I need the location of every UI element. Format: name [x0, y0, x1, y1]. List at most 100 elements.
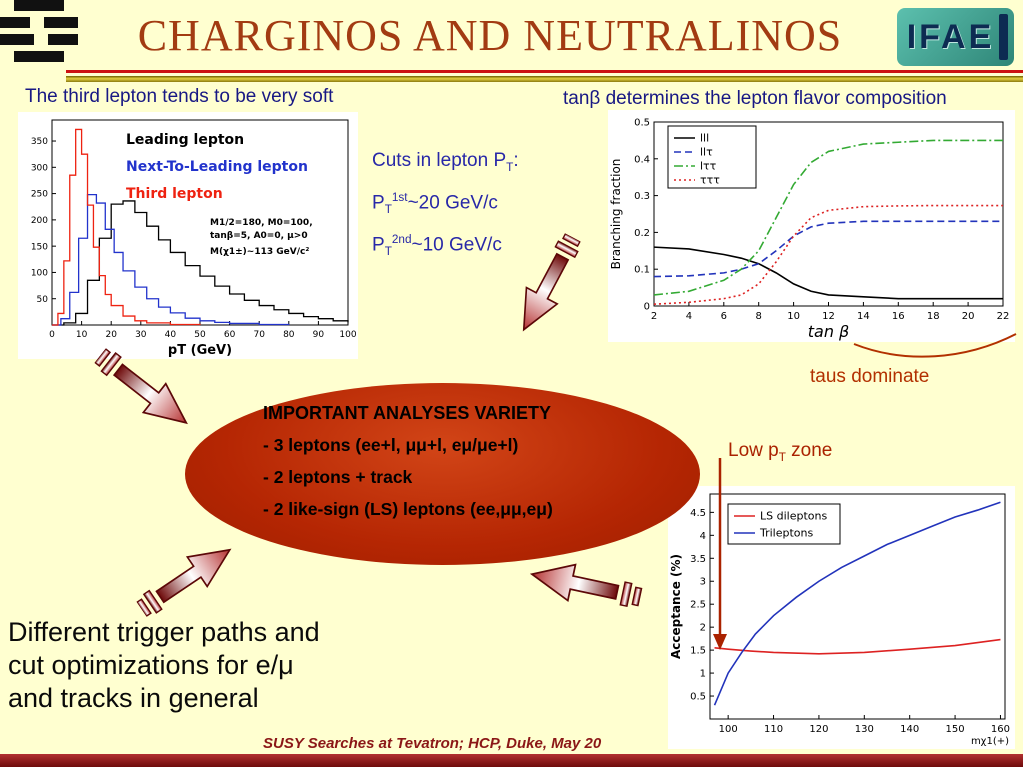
- analyses-ellipse: IMPORTANT ANALYSES VARIETY - 3 leptons (…: [185, 383, 700, 565]
- svg-text:130: 130: [855, 724, 874, 735]
- svg-text:2.5: 2.5: [690, 600, 706, 611]
- svg-text:Branching fraction: Branching fraction: [609, 159, 623, 270]
- svg-text:50: 50: [37, 295, 49, 305]
- svg-text:90: 90: [313, 330, 325, 340]
- svg-text:4.5: 4.5: [690, 508, 706, 519]
- svg-text:Acceptance (%): Acceptance (%): [669, 554, 683, 659]
- svg-text:2: 2: [651, 311, 657, 322]
- svg-text:18: 18: [927, 311, 940, 322]
- svg-text:0.5: 0.5: [634, 118, 650, 129]
- fermilab-logo-icon: [0, 0, 78, 62]
- svg-text:2: 2: [700, 623, 706, 634]
- svg-text:M(χ1±)~113 GeV/c²: M(χ1±)~113 GeV/c²: [210, 247, 309, 257]
- svg-text:Leading lepton: Leading lepton: [126, 132, 244, 148]
- low-pt-sub: T: [778, 450, 786, 464]
- cuts-line-2-value: ~20 GeV/c: [407, 192, 498, 214]
- svg-text:100: 100: [31, 269, 48, 279]
- low-pt-zone-text: zone: [785, 440, 833, 461]
- cuts-line-3-text: P: [372, 234, 385, 256]
- cuts-line-2-sub: T: [384, 202, 392, 216]
- cuts-line-1-colon: :: [513, 150, 519, 171]
- svg-text:lll: lll: [700, 132, 709, 145]
- trigger-line-1: Different trigger paths and: [8, 617, 320, 647]
- svg-text:120: 120: [809, 724, 828, 735]
- svg-text:0.3: 0.3: [634, 191, 650, 202]
- arrow-icon: [519, 544, 646, 625]
- svg-text:12: 12: [822, 311, 835, 322]
- cuts-line-1: Cuts in lepton PT:: [372, 150, 519, 174]
- branching-fraction-chart: 2 4 6 8 10 12 14 16 18 20 22 0 0.1 0.2 0.3 0.4 0.5 tan β B…: [608, 110, 1015, 342]
- trigger-line-3: and tracks in general: [8, 683, 259, 713]
- ifae-logo-strip: [999, 14, 1008, 60]
- svg-text:0.4: 0.4: [634, 154, 650, 165]
- low-pt-arrow-icon: [713, 458, 727, 650]
- caption-taus-dominate: taus dominate: [810, 366, 930, 387]
- svg-text:Trileptons: Trileptons: [759, 527, 814, 540]
- pt-histogram-svg: 0 10 20 30 40 50 60 70 80 90 100 50 100 150 200 250 300 3…: [31, 119, 357, 358]
- svg-text:3.5: 3.5: [690, 554, 706, 565]
- svg-text:mχ1(+): mχ1(+): [971, 736, 1009, 747]
- svg-text:LS dileptons: LS dileptons: [760, 510, 827, 523]
- svg-text:1: 1: [700, 669, 706, 680]
- svg-text:150: 150: [946, 724, 965, 735]
- svg-text:80: 80: [283, 330, 295, 340]
- svg-text:100: 100: [719, 724, 738, 735]
- svg-text:100: 100: [339, 330, 356, 340]
- caption-low-pt-zone: Low pT zone: [728, 440, 832, 464]
- svg-text:14: 14: [857, 311, 870, 322]
- acceptance-svg: 100 110 120 130 140 150 160 0.5 1 1.5 2 2.5 3 3.5 4 4.5…: [669, 493, 1010, 747]
- svg-text:50: 50: [194, 330, 206, 340]
- svg-text:70: 70: [253, 330, 265, 340]
- svg-text:16: 16: [892, 311, 905, 322]
- taus-dominate-pointer: [853, 333, 1017, 358]
- cuts-text-block: Cuts in lepton PT: PT1st~20 GeV/c PT2nd~…: [372, 150, 519, 275]
- svg-text:0.2: 0.2: [634, 228, 650, 239]
- cuts-line-3: PT2nd~10 GeV/c: [372, 233, 519, 258]
- svg-text:1.5: 1.5: [690, 646, 706, 657]
- footer-bar: [0, 754, 1023, 767]
- cuts-line-2-sup: 1st: [391, 190, 408, 204]
- cuts-line-1-text: Cuts in lepton P: [372, 150, 507, 171]
- pt-histogram-chart: 0 10 20 30 40 50 60 70 80 90 100 50 100 150 200 250 300 3…: [18, 112, 358, 359]
- caption-tanb: tanβ determines the lepton flavor compos…: [563, 88, 947, 109]
- svg-text:tanβ=5, A0=0, μ>0: tanβ=5, A0=0, μ>0: [210, 231, 308, 241]
- cuts-line-2: PT1st~20 GeV/c: [372, 191, 519, 216]
- svg-text:0.1: 0.1: [634, 265, 650, 276]
- caption-third-lepton: The third lepton tends to be very soft: [25, 86, 334, 107]
- ellipse-title: IMPORTANT ANALYSES VARIETY: [263, 403, 552, 423]
- svg-text:3: 3: [700, 577, 706, 588]
- ifae-logo: IFAE: [897, 8, 1014, 66]
- svg-text:160: 160: [991, 724, 1010, 735]
- svg-text:20: 20: [962, 311, 975, 322]
- svg-text:0: 0: [49, 330, 55, 340]
- svg-text:τττ: τττ: [700, 174, 720, 187]
- ellipse-bullet-2: - 2 leptons + track: [263, 467, 413, 487]
- trigger-line-2: cut optimizations for e/μ: [8, 650, 294, 680]
- cuts-line-3-sub: T: [384, 245, 392, 259]
- svg-text:pT (GeV): pT (GeV): [168, 343, 232, 358]
- svg-text:110: 110: [764, 724, 783, 735]
- ellipse-bullet-1: - 3 leptons (ee+l, μμ+l, eμ/μe+l): [263, 435, 519, 455]
- svg-text:lττ: lττ: [700, 160, 717, 173]
- caption-trigger-paths: Different trigger paths and cut optimiza…: [8, 616, 320, 715]
- svg-text:250: 250: [31, 190, 48, 200]
- page-title: CHARGINOS AND NEUTRALINOS: [137, 11, 843, 60]
- svg-text:0: 0: [644, 302, 650, 313]
- svg-text:llτ: llτ: [700, 146, 713, 159]
- cuts-line-3-value: ~10 GeV/c: [411, 234, 502, 256]
- svg-text:tan β: tan β: [808, 322, 850, 341]
- svg-text:20: 20: [105, 330, 117, 340]
- svg-text:30: 30: [135, 330, 147, 340]
- svg-text:300: 300: [31, 163, 48, 173]
- cuts-line-2-text: P: [372, 192, 385, 214]
- svg-text:4: 4: [700, 531, 706, 542]
- branching-fraction-svg: 2 4 6 8 10 12 14 16 18 20 22 0 0.1 0.2 0.3 0.4 0.5 tan β B…: [609, 118, 1010, 342]
- svg-text:60: 60: [224, 330, 236, 340]
- svg-text:40: 40: [165, 330, 177, 340]
- svg-text:6: 6: [721, 311, 727, 322]
- svg-text:M1/2=180, M0=100,: M1/2=180, M0=100,: [210, 218, 313, 228]
- svg-text:Third lepton: Third lepton: [126, 186, 223, 202]
- svg-text:150: 150: [31, 242, 48, 252]
- svg-text:22: 22: [997, 311, 1010, 322]
